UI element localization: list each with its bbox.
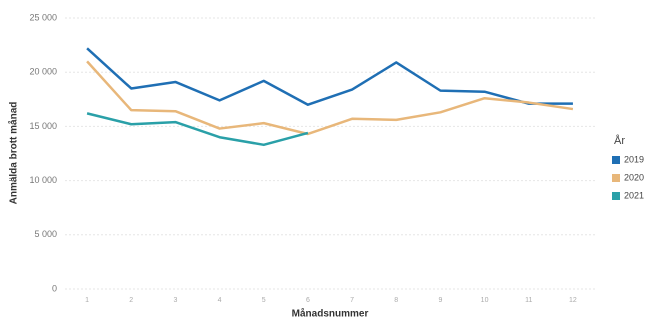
x-tick-label: 5	[262, 297, 266, 304]
y-tick-label: 15 000	[29, 121, 57, 131]
x-tick-label: 8	[394, 297, 398, 304]
x-tick-label: 9	[438, 297, 442, 304]
x-tick-label: 4	[218, 297, 222, 304]
y-tick-label: 5 000	[34, 229, 57, 239]
legend-swatch	[612, 156, 620, 164]
x-tick-label: 11	[525, 297, 532, 304]
y-tick-label: 0	[52, 283, 57, 293]
legend-label: 2019	[624, 154, 644, 164]
x-tick-label: 3	[173, 297, 177, 304]
legend-label: 2021	[624, 190, 644, 200]
legend-title: År	[614, 134, 625, 147]
legend-swatch	[612, 174, 620, 182]
x-tick-label: 6	[306, 297, 310, 304]
y-axis-title: Anmälda brott månad	[8, 102, 20, 205]
y-tick-label: 25 000	[29, 12, 57, 22]
legend-label: 2020	[624, 172, 644, 182]
y-tick-label: 20 000	[29, 67, 57, 77]
x-tick-label: 2	[129, 297, 133, 304]
line-series	[86, 47, 573, 106]
x-tick-label: 10	[481, 297, 489, 304]
x-tick-label: 7	[350, 297, 354, 304]
legend-swatch	[612, 192, 620, 200]
x-tick-label: 12	[569, 297, 577, 304]
line-series	[86, 112, 309, 147]
y-tick-label: 10 000	[29, 175, 57, 185]
x-axis-title: Månadsnummer	[292, 308, 369, 320]
line-series	[86, 60, 574, 136]
x-tick-label: 1	[85, 297, 89, 304]
